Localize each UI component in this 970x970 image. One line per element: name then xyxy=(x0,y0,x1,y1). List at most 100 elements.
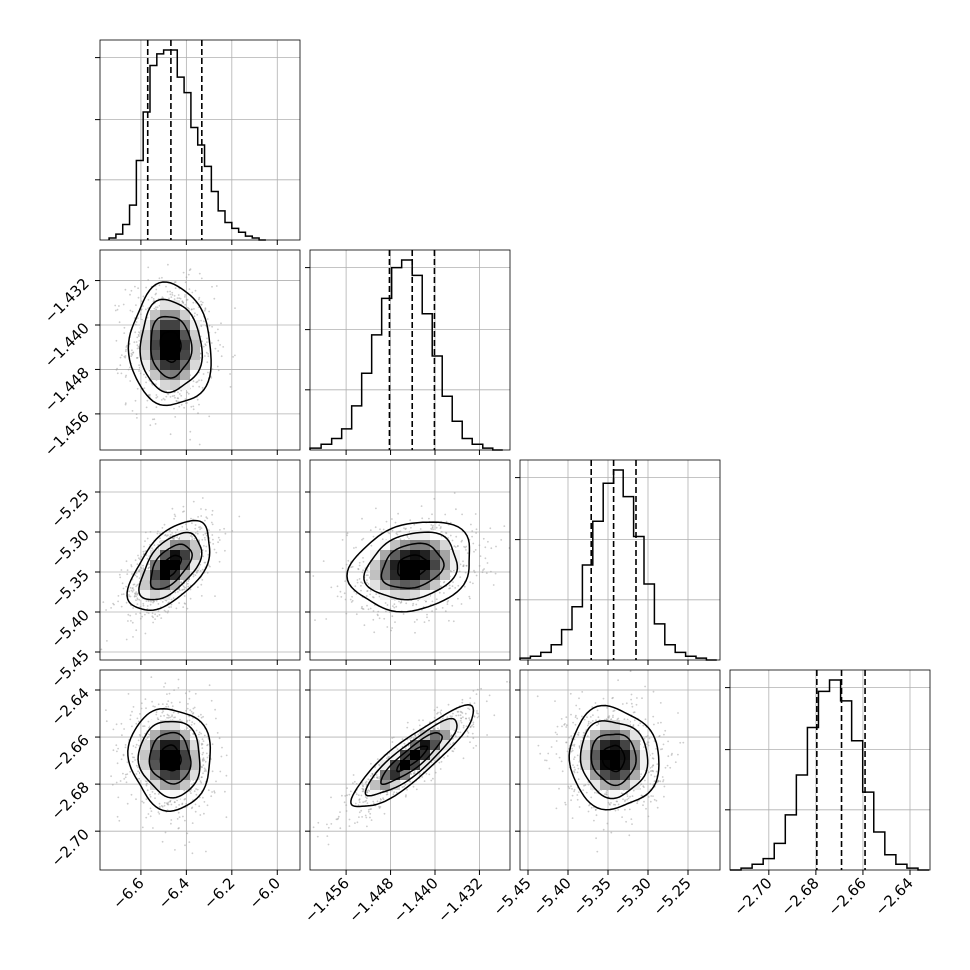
sample-point xyxy=(167,801,170,804)
density-cell xyxy=(440,550,450,560)
sample-point xyxy=(195,572,198,574)
sample-point xyxy=(206,337,208,340)
sample-point xyxy=(159,537,161,540)
sample-point xyxy=(203,767,206,770)
sample-point xyxy=(143,373,145,376)
density-cell xyxy=(150,320,160,330)
density-cell xyxy=(390,760,400,770)
sample-point xyxy=(414,734,417,737)
sample-point xyxy=(149,807,152,810)
sample-point xyxy=(201,747,204,749)
sample-point xyxy=(184,603,187,605)
sample-point xyxy=(627,797,630,800)
sample-point xyxy=(583,784,585,787)
sample-point xyxy=(437,727,439,730)
sample-point xyxy=(444,513,447,516)
sample-point xyxy=(134,574,137,577)
sample-point xyxy=(177,687,180,689)
sample-point xyxy=(201,568,204,571)
sample-point xyxy=(199,814,202,816)
sample-point xyxy=(157,811,160,813)
sample-point xyxy=(452,741,455,744)
sample-point xyxy=(131,710,133,713)
sample-point xyxy=(403,742,406,745)
sample-point xyxy=(461,701,464,704)
contour-level-0 xyxy=(159,744,182,772)
sample-point xyxy=(452,620,455,623)
sample-point xyxy=(462,726,465,729)
sample-point xyxy=(399,602,402,604)
sample-point xyxy=(369,590,372,592)
sample-point xyxy=(448,619,450,622)
density-cell xyxy=(180,370,190,380)
sample-point xyxy=(467,707,469,710)
sample-point xyxy=(138,370,140,372)
sample-point xyxy=(178,816,181,818)
sample-point xyxy=(325,618,328,620)
sample-point xyxy=(474,549,477,551)
sample-point xyxy=(132,351,135,354)
sample-point xyxy=(142,725,145,728)
sample-point xyxy=(471,724,473,727)
sample-point xyxy=(472,723,475,726)
sample-point xyxy=(141,800,144,803)
sample-point xyxy=(495,545,497,548)
sample-point xyxy=(181,525,184,528)
sample-point xyxy=(452,712,454,715)
sample-point xyxy=(354,822,356,824)
sample-point xyxy=(157,530,159,533)
sample-point xyxy=(163,802,166,804)
sample-point xyxy=(375,507,377,510)
sample-point xyxy=(176,818,179,820)
sample-point xyxy=(204,308,207,311)
sample-point xyxy=(408,537,410,540)
sample-point xyxy=(158,277,161,280)
sample-point xyxy=(140,702,143,705)
sample-point xyxy=(148,726,150,729)
sample-point xyxy=(135,773,138,775)
sample-point xyxy=(165,395,168,398)
sample-point xyxy=(119,780,122,782)
sample-point xyxy=(358,561,361,564)
sample-point xyxy=(339,811,341,813)
sample-point xyxy=(586,716,588,719)
density-cell xyxy=(160,370,170,380)
sample-point xyxy=(190,405,193,408)
sample-point xyxy=(337,815,340,818)
sample-point xyxy=(137,345,140,348)
sample-point xyxy=(135,591,138,593)
sample-point xyxy=(151,547,154,550)
sample-point xyxy=(423,780,426,782)
sample-point xyxy=(360,589,362,592)
sample-point xyxy=(173,407,175,410)
sample-point xyxy=(364,781,367,784)
sample-point xyxy=(136,563,139,566)
sample-point xyxy=(156,532,159,535)
density-cell xyxy=(150,760,160,770)
sample-point xyxy=(344,795,347,797)
density-cell xyxy=(420,560,430,570)
sample-point xyxy=(115,723,118,726)
sample-point xyxy=(144,540,146,542)
sample-point xyxy=(138,598,141,601)
sample-point xyxy=(361,816,363,818)
density-cell xyxy=(380,780,390,790)
sample-point xyxy=(154,705,156,708)
sample-point xyxy=(129,595,132,598)
sample-point xyxy=(100,648,103,651)
sample-point xyxy=(192,408,195,411)
sample-point xyxy=(124,376,127,378)
sample-point xyxy=(362,537,365,540)
sample-point xyxy=(192,385,194,388)
sample-point xyxy=(476,710,478,712)
sample-point xyxy=(173,281,176,284)
sample-point xyxy=(352,774,355,776)
density-cell xyxy=(380,550,390,560)
sample-point xyxy=(211,523,214,526)
sample-point xyxy=(375,593,378,595)
sample-point xyxy=(138,744,141,747)
sample-point xyxy=(127,693,130,695)
sample-point xyxy=(395,605,398,608)
sample-point xyxy=(365,816,368,819)
sample-point xyxy=(384,602,387,604)
